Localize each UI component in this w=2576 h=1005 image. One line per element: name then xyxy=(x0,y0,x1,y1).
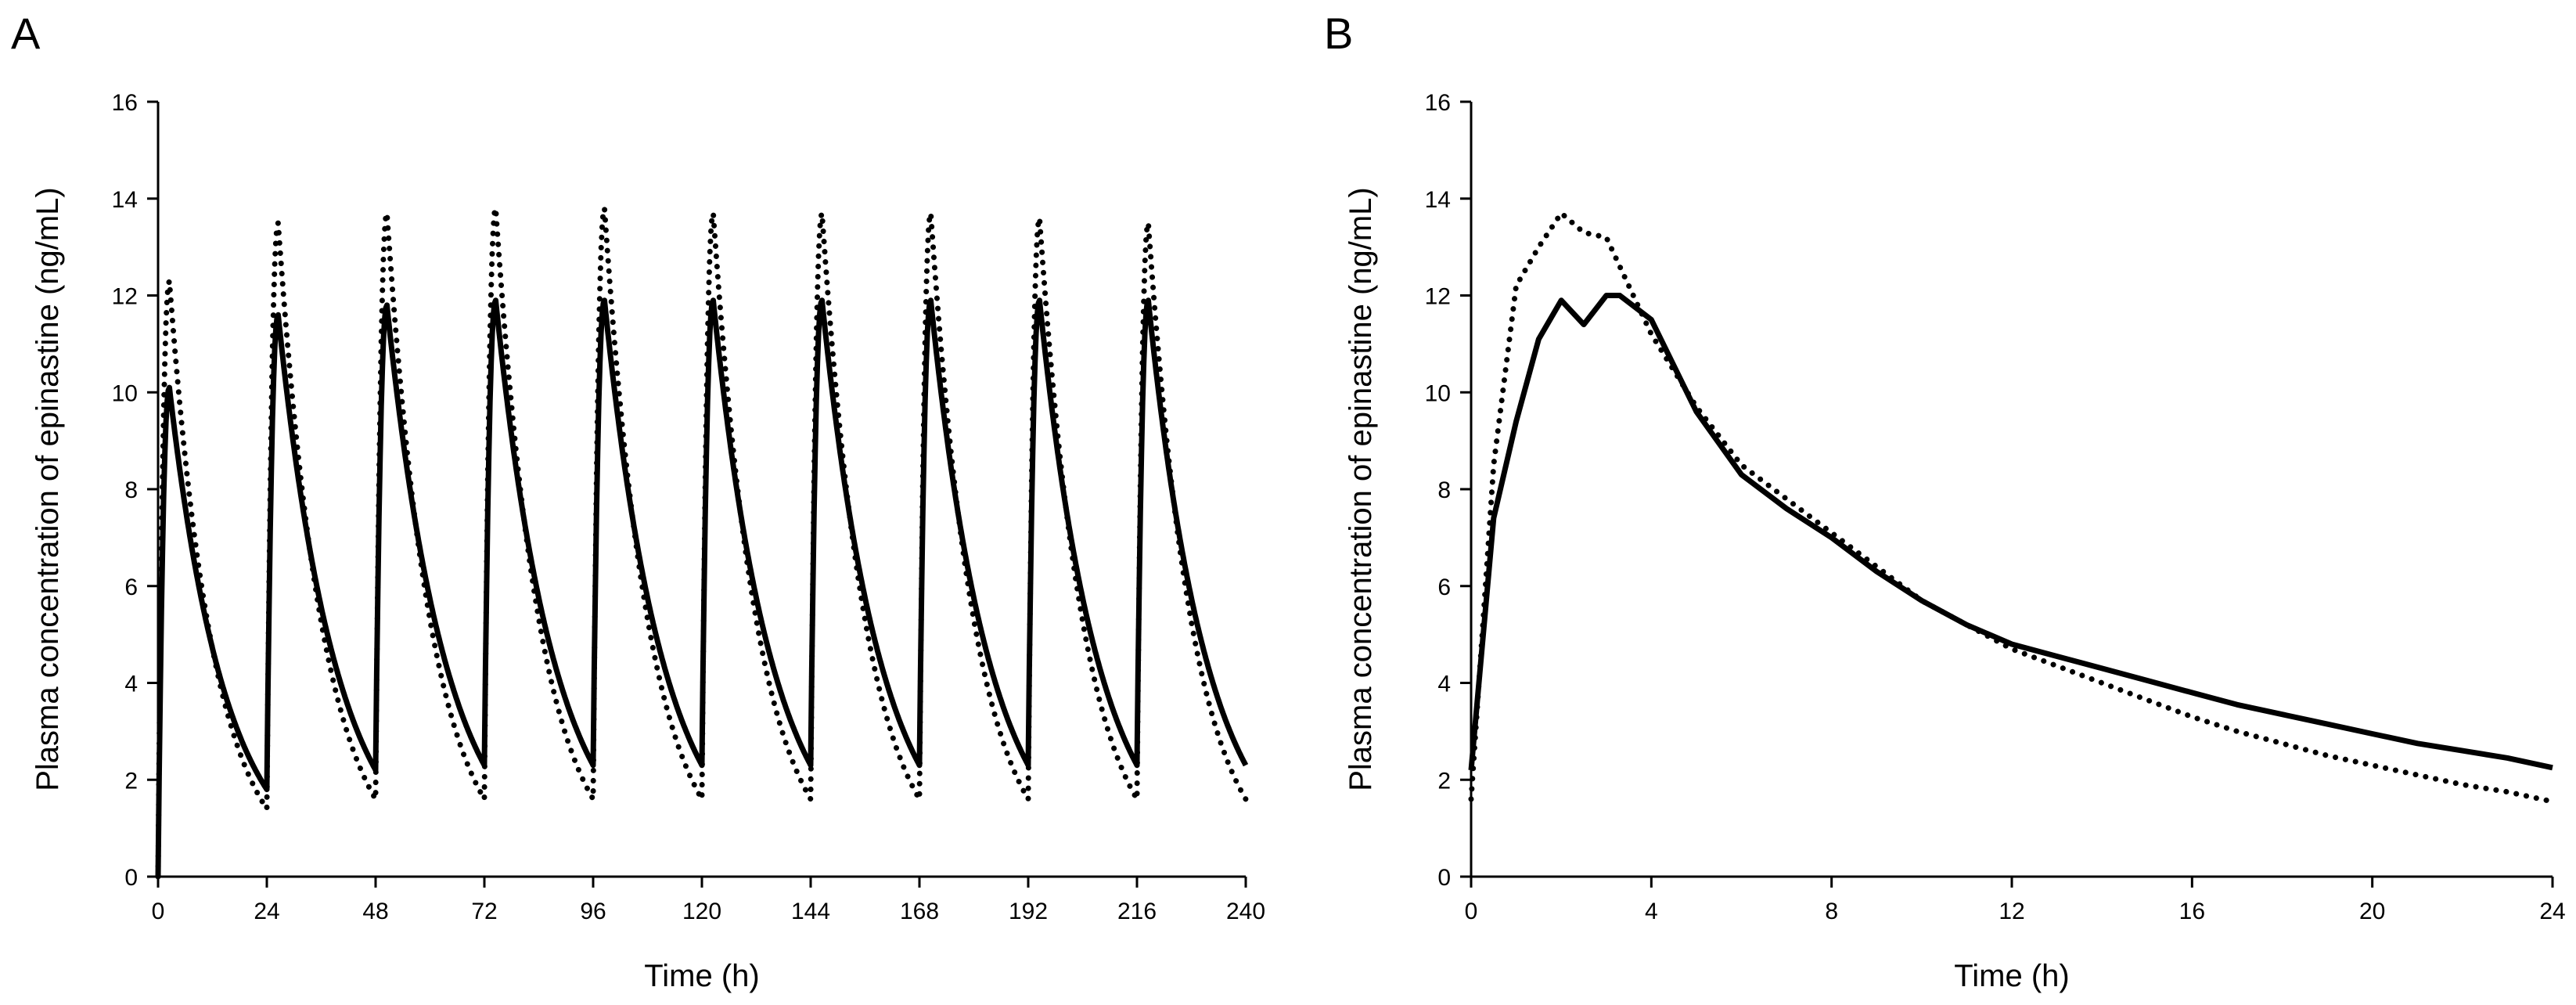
panel-b-y-ticks: 0 2 4 6 8 10 12 14 16 xyxy=(1425,90,1471,891)
panel-b-series xyxy=(1468,210,2556,805)
panel-a-series-dotted-line xyxy=(155,205,1249,880)
panel-a-x-tick-label: 0 xyxy=(152,899,165,924)
panel-b-y-tick-label: 12 xyxy=(1425,284,1451,310)
panel-b-x-tick-label: 0 xyxy=(1465,899,1478,924)
panel-b-x-axis-title: Time (h) xyxy=(1954,959,2069,993)
panel-a-x-tick-label: 144 xyxy=(791,899,830,924)
panel-a-y-axis-title: Plasma concentration of epinastine (ng/m… xyxy=(31,187,65,791)
panel-a-y-tick-label: 0 xyxy=(124,865,138,891)
panel-a-x-tick-label: 72 xyxy=(471,899,497,924)
panel-a-y-tick-label: 12 xyxy=(112,284,138,310)
panel-b-y-tick-label: 10 xyxy=(1425,380,1451,406)
panel-a-x-tick-label: 48 xyxy=(362,899,388,924)
panel-b-x-tick-label: 12 xyxy=(1999,899,2024,924)
panel-a-x-tick-label: 240 xyxy=(1226,899,1265,924)
panel-a-y-tick-label: 8 xyxy=(124,477,138,503)
panel-a-y-ticks: 0 2 4 6 8 10 12 14 16 xyxy=(112,90,158,891)
panel-a-x-tick-label: 96 xyxy=(580,899,606,924)
panel-b-letter: B xyxy=(1324,9,1353,58)
panel-b-y-tick-label: 8 xyxy=(1437,477,1451,503)
panel-b-y-tick-label: 2 xyxy=(1437,768,1451,794)
panel-b-y-tick-label: 4 xyxy=(1437,672,1451,697)
panel-b-x-tick-label: 20 xyxy=(2359,899,2385,924)
panel-b-x-tick-label: 24 xyxy=(2539,899,2565,924)
panel-a-y-tick-label: 4 xyxy=(124,672,138,697)
panel-b-x-tick-label: 8 xyxy=(1825,899,1838,924)
panel-b-x-tick-label: 16 xyxy=(2179,899,2205,924)
panel-b-y-tick-label: 6 xyxy=(1437,575,1451,600)
panel-a-x-tick-label: 216 xyxy=(1117,899,1157,924)
panel-b-x-tick-label: 4 xyxy=(1645,899,1658,924)
panel-a-y-tick-label: 14 xyxy=(112,187,138,213)
panel-a-x-tick-label: 192 xyxy=(1009,899,1048,924)
panel-a-x-tick-label: 168 xyxy=(900,899,939,924)
panel-a-x-tick-label: 120 xyxy=(682,899,721,924)
panel-a-x-ticks: 0 24 48 72 96 120 144 168 192 216 240 xyxy=(152,877,1265,924)
panel-b-x-ticks: 0 4 8 12 16 20 24 xyxy=(1465,877,2566,924)
panel-a-x-tick-label: 24 xyxy=(254,899,279,924)
panel-b-y-axis-title: Plasma concentration of epinastine (ng/m… xyxy=(1344,187,1378,791)
panel-b-y-tick-label: 0 xyxy=(1437,865,1451,891)
panel-a-y-tick-label: 10 xyxy=(112,380,138,406)
panel-b-y-tick-label: 16 xyxy=(1425,90,1451,116)
panel-b-y-tick-label: 14 xyxy=(1425,187,1451,213)
panel-a-y-tick-label: 2 xyxy=(124,768,138,794)
panel-b-series-solid-line xyxy=(1468,293,2553,771)
panel-a-series xyxy=(155,205,1249,880)
panel-a-x-axis-title: Time (h) xyxy=(644,959,759,993)
panel-a-y-tick-label: 16 xyxy=(112,90,138,116)
panel-a-letter: A xyxy=(11,9,41,58)
panel-b-series-dotted-line xyxy=(1468,210,2556,805)
panel-a-y-tick-label: 6 xyxy=(124,575,138,600)
